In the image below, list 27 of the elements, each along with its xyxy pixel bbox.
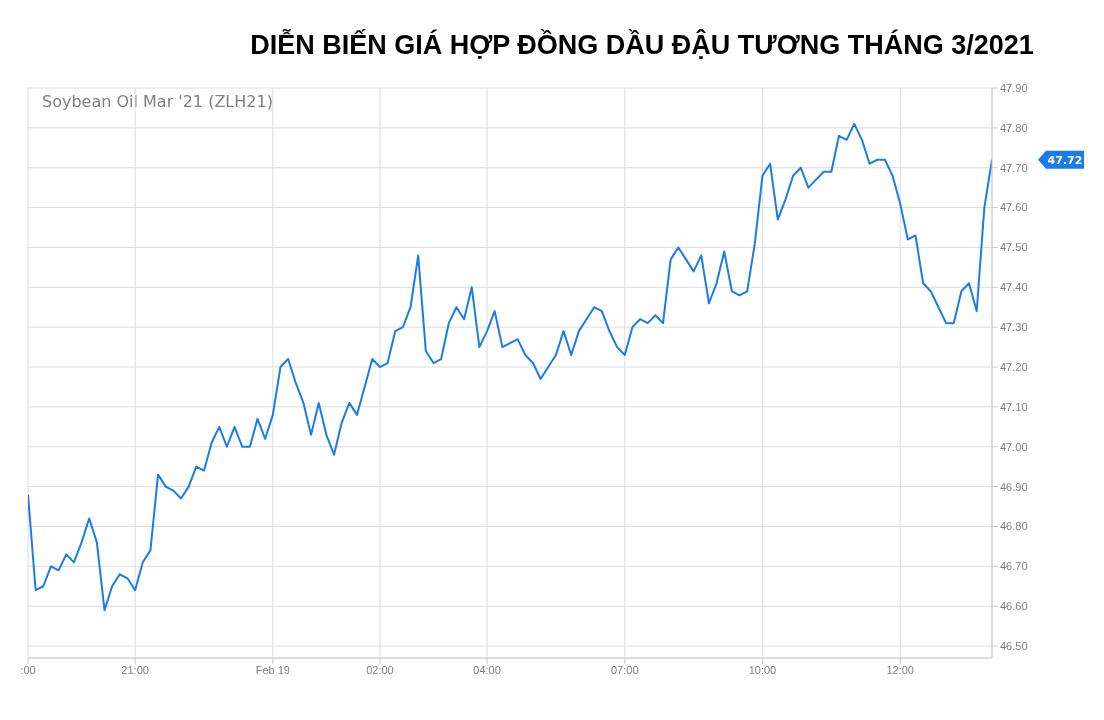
x-tick-label: 04:00 [473,663,501,676]
x-tick-label: Feb 19 [255,663,290,676]
y-tick-label: 47.90 [1000,81,1028,94]
y-tick-label: 47.00 [1000,440,1028,453]
y-tick-label: 46.70 [1000,560,1028,573]
y-tick-label: 47.80 [1000,121,1028,134]
y-tick-label: 47.60 [1000,201,1028,214]
x-tick-label: 02:00 [366,663,394,676]
x-tick-label: 21:00 [121,663,149,676]
x-tick-label: 10:00 [748,663,777,676]
x-tick-label: 12:00 [886,663,914,676]
y-tick-label: 46.90 [1000,480,1028,493]
y-tick-label: 47.40 [1000,281,1028,294]
y-tick-label: 47.50 [1000,241,1028,254]
y-tick-label: 47.20 [1000,360,1028,373]
y-tick-label: 46.60 [1000,600,1028,613]
text: 47.72 [1047,153,1083,167]
chart-subtitle: Soybean Oil Mar '21 (ZLH21) [42,92,273,111]
x-tick-label: :00 [20,663,36,676]
y-tick-label: 47.30 [1000,321,1028,334]
line-series [28,122,992,612]
chart-title: DIỄN BIẾN GIÁ HỢP ĐỒNG DẦU ĐẬU TƯƠNG THÁNG 3/2021 [249,30,1035,61]
x-tick-label: 07:00 [611,663,639,676]
y-tick-label: 46.80 [1000,520,1028,533]
y-tick-label: 46.50 [1000,639,1028,652]
y-tick-label: 47.70 [1000,161,1028,174]
y-tick-label: 47.10 [1000,400,1028,413]
